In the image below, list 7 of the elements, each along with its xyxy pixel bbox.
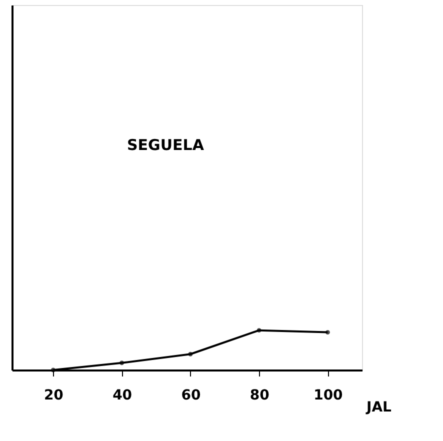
x-tick-label: 80 [250,388,270,404]
chart-title: SEGUELA [127,136,204,154]
x-tick-label: 20 [44,388,64,404]
x-axis-title: JAL [366,400,392,416]
x-tick-label: 60 [181,388,201,404]
x-tick-label: 40 [112,388,132,404]
x-tick-label: 100 [314,388,344,404]
